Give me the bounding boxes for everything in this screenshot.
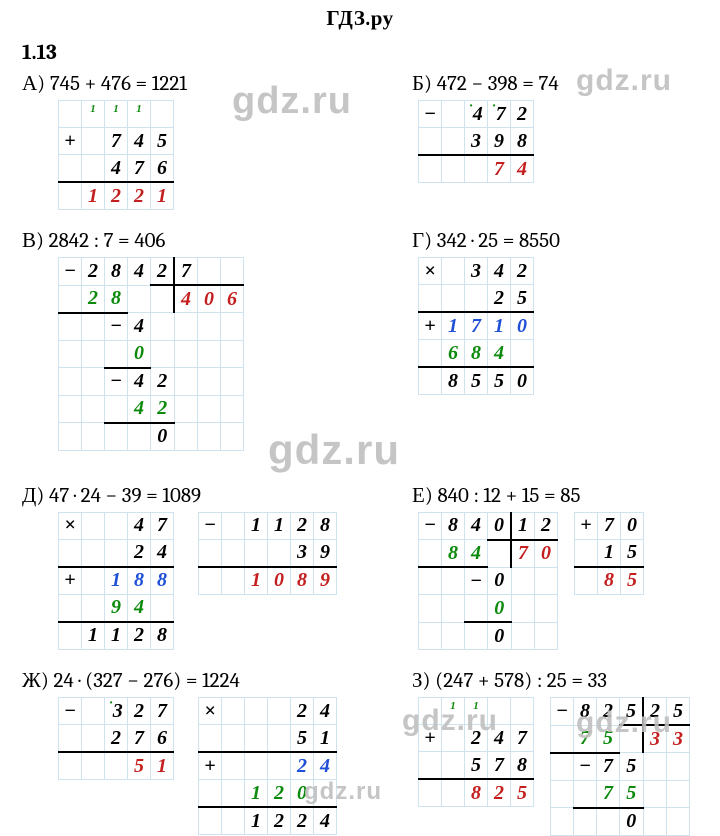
work-z-add: 11 +247 578 825: [418, 697, 534, 807]
problem-number: 1.13: [0, 41, 720, 65]
eq-d: Д) 47 · 24 − 39 = 1089: [22, 483, 412, 508]
row-zhz: Ж) 24 · (327 − 276) = 1224 −327 276 51 ×…: [0, 668, 720, 836]
eq-e: Е) 840 : 12 + 15 = 85: [412, 483, 720, 508]
work-d-mult: ×47 24 +188 94 1128: [58, 512, 174, 650]
work-zh-mult: ×24 51 +24 120 1224: [198, 697, 337, 835]
row-vg: В) 2842 : 7 = 406 −28427 28406 −4 0 −42 …: [0, 228, 720, 451]
eq-g: Г) 342 · 25 = 8550: [412, 228, 720, 253]
eq-a: А) 745 + 476 = 1221: [22, 71, 412, 96]
eq-zh: Ж) 24 · (327 − 276) = 1224: [22, 668, 412, 693]
work-a: 111 +745 476 1221: [58, 100, 174, 210]
row-ab: А) 745 + 476 = 1221 111 +745 476 1221 Б)…: [0, 71, 720, 210]
work-g: ×342 25 +1710 684 8550: [418, 257, 534, 395]
work-e-add: +70 15 85: [574, 512, 644, 595]
site-title: ГДЗ.ру: [0, 0, 720, 35]
work-b: −472 398 74: [418, 100, 534, 183]
work-z-div: −82525 7533 −75 75 0: [550, 697, 690, 836]
eq-z: З) (247 + 578) : 25 = 33: [412, 668, 720, 693]
work-d-sub: −1128 39 1089: [198, 512, 337, 595]
work-v: −28427 28406 −4 0 −42 42 0: [58, 257, 244, 451]
row-de: Д) 47 · 24 − 39 = 1089 ×47 24 +188 94 11…: [0, 483, 720, 651]
work-e-div: −84012 8470 −0 0 0: [418, 512, 558, 651]
work-zh-sub: −327 276 51: [58, 697, 174, 780]
eq-v: В) 2842 : 7 = 406: [22, 228, 412, 253]
eq-b: Б) 472 − 398 = 74: [412, 71, 720, 96]
